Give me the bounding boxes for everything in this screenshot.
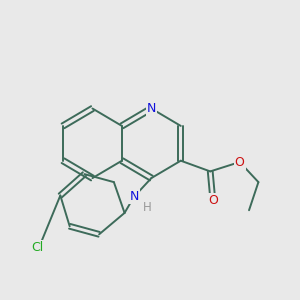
Text: O: O (235, 155, 244, 169)
Text: Cl: Cl (32, 241, 44, 254)
Text: O: O (208, 194, 218, 207)
Text: N: N (147, 102, 156, 115)
Text: H: H (143, 201, 152, 214)
Text: N: N (129, 190, 139, 203)
